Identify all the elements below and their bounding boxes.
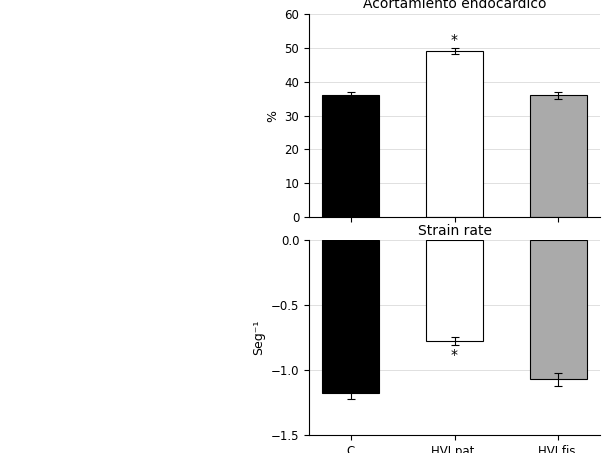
Bar [530,240,587,379]
Bar [530,95,587,217]
Bar [426,51,483,217]
Text: *: * [451,33,458,47]
Title: Strain rate: Strain rate [418,223,491,237]
Title: Acortamiento endocárdico: Acortamiento endocárdico [363,0,546,11]
Text: *: * [451,348,458,362]
Bar [322,240,379,393]
Bar [426,240,483,342]
Y-axis label: %: % [266,110,279,121]
Y-axis label: Seg⁻¹: Seg⁻¹ [252,320,265,355]
Bar [322,95,379,217]
